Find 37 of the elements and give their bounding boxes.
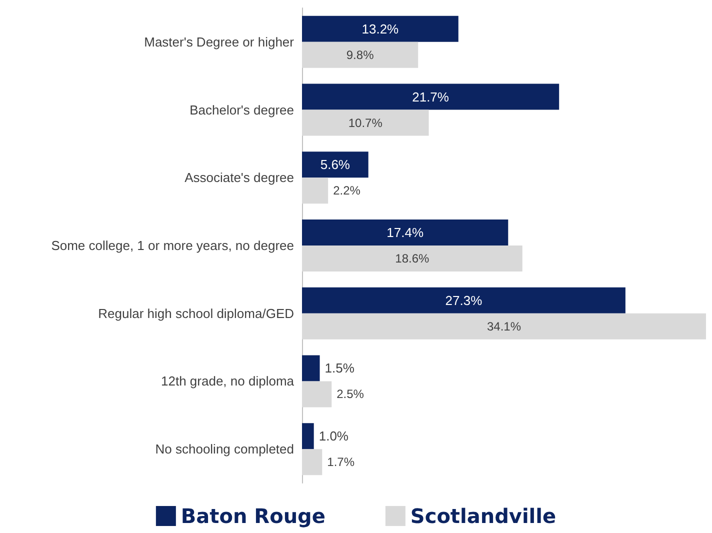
bar (302, 84, 560, 110)
legend-label: Scotlandville (410, 504, 556, 528)
data-label: 27.3% (445, 292, 483, 308)
bar (302, 220, 508, 246)
y-tick-label: 12th grade, no diploma (161, 374, 295, 389)
y-tick-label: Regular high school diploma/GED (98, 306, 294, 321)
bar (302, 42, 418, 68)
data-label: 18.6% (395, 252, 430, 266)
bar (302, 16, 458, 42)
data-label: 34.1% (486, 319, 522, 334)
data-label: 2.5% (336, 387, 364, 402)
bar (302, 423, 314, 450)
data-label: 21.7% (412, 89, 450, 104)
data-label: 10.7% (348, 116, 383, 130)
legend-label: Baton Rouge (180, 504, 326, 528)
data-label: 2.2% (333, 184, 361, 198)
bar (302, 355, 320, 382)
bar (302, 449, 322, 476)
y-tick-label: Bachelor's degree (190, 102, 294, 118)
data-label: 5.6% (320, 157, 350, 172)
data-label: 1.5% (324, 360, 355, 376)
bar (302, 381, 332, 408)
y-tick-label: Some college, 1 or more years, no degree (51, 238, 294, 253)
bar (302, 287, 626, 314)
y-tick-label: No schooling completed (155, 442, 294, 457)
data-label: 1.7% (327, 455, 355, 470)
y-tick-label: Associate's degree (184, 170, 294, 186)
data-label: 17.4% (386, 225, 424, 240)
bar (302, 313, 706, 340)
data-label: 1.0% (318, 428, 349, 444)
bar (302, 110, 429, 136)
data-label: 13.2% (362, 21, 400, 36)
bar (302, 152, 368, 178)
bar (302, 246, 522, 272)
y-tick-label: Master's Degree or higher (144, 34, 295, 50)
bar (302, 178, 328, 204)
data-label: 9.8% (346, 48, 374, 62)
